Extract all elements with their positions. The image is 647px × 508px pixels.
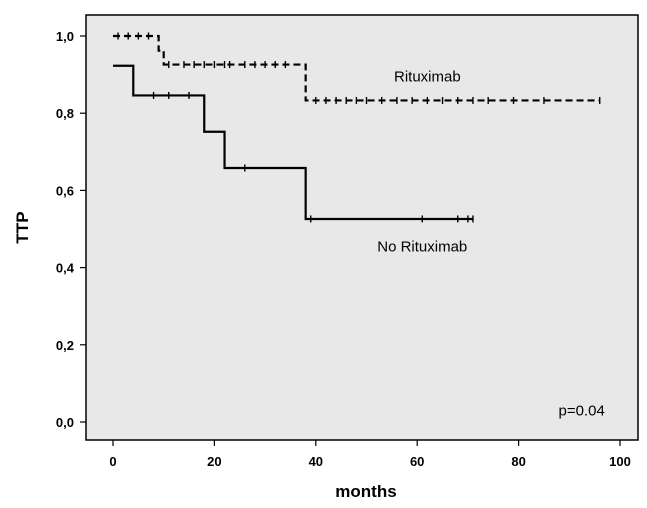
series-layer xyxy=(113,32,601,223)
x-tick-label: 60 xyxy=(410,454,424,469)
x-tick-label: 20 xyxy=(207,454,221,469)
x-tick-label: 80 xyxy=(511,454,525,469)
y-tick-label: 0,8 xyxy=(56,106,74,121)
y-tick-label: 0,2 xyxy=(56,338,74,353)
labels-layer: TTP months p=0.04 Rituximab No Rituximab xyxy=(13,69,605,501)
axes-layer: 0,0 0,2 0,4 0,6 0,8 1,0 0 20 40 60 80 100 xyxy=(56,14,639,469)
x-axis-label: months xyxy=(335,482,396,501)
p-value-annotation: p=0.04 xyxy=(558,402,604,419)
y-tick-label: 0,0 xyxy=(56,415,74,430)
y-tick-label: 0,4 xyxy=(56,261,75,276)
x-tick-label: 0 xyxy=(109,454,116,469)
y-tick-label: 1,0 xyxy=(56,29,74,44)
x-tick-label: 100 xyxy=(609,454,631,469)
plot-background xyxy=(86,15,638,440)
x-tick-label: 40 xyxy=(309,454,323,469)
series-line-rituximab xyxy=(113,34,600,102)
plot-frame xyxy=(85,14,639,441)
series-label-no-rituximab: No Rituximab xyxy=(377,238,467,255)
series-label-rituximab: Rituximab xyxy=(394,69,461,86)
y-tick-label: 0,6 xyxy=(56,183,74,198)
y-axis-label: TTP xyxy=(13,211,32,243)
series-line-no-rituximab xyxy=(113,64,473,221)
